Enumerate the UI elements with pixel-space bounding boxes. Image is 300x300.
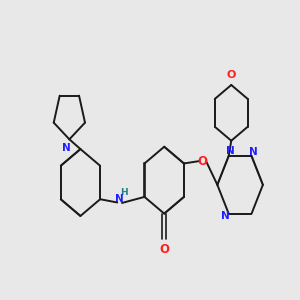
Text: N: N — [220, 211, 229, 221]
Text: N: N — [249, 147, 257, 157]
Text: O: O — [226, 70, 236, 80]
Text: O: O — [159, 243, 169, 256]
Text: H: H — [120, 188, 128, 197]
Text: N: N — [116, 194, 124, 204]
Text: N: N — [226, 146, 235, 156]
Text: N: N — [62, 143, 71, 153]
Text: O: O — [197, 154, 207, 168]
